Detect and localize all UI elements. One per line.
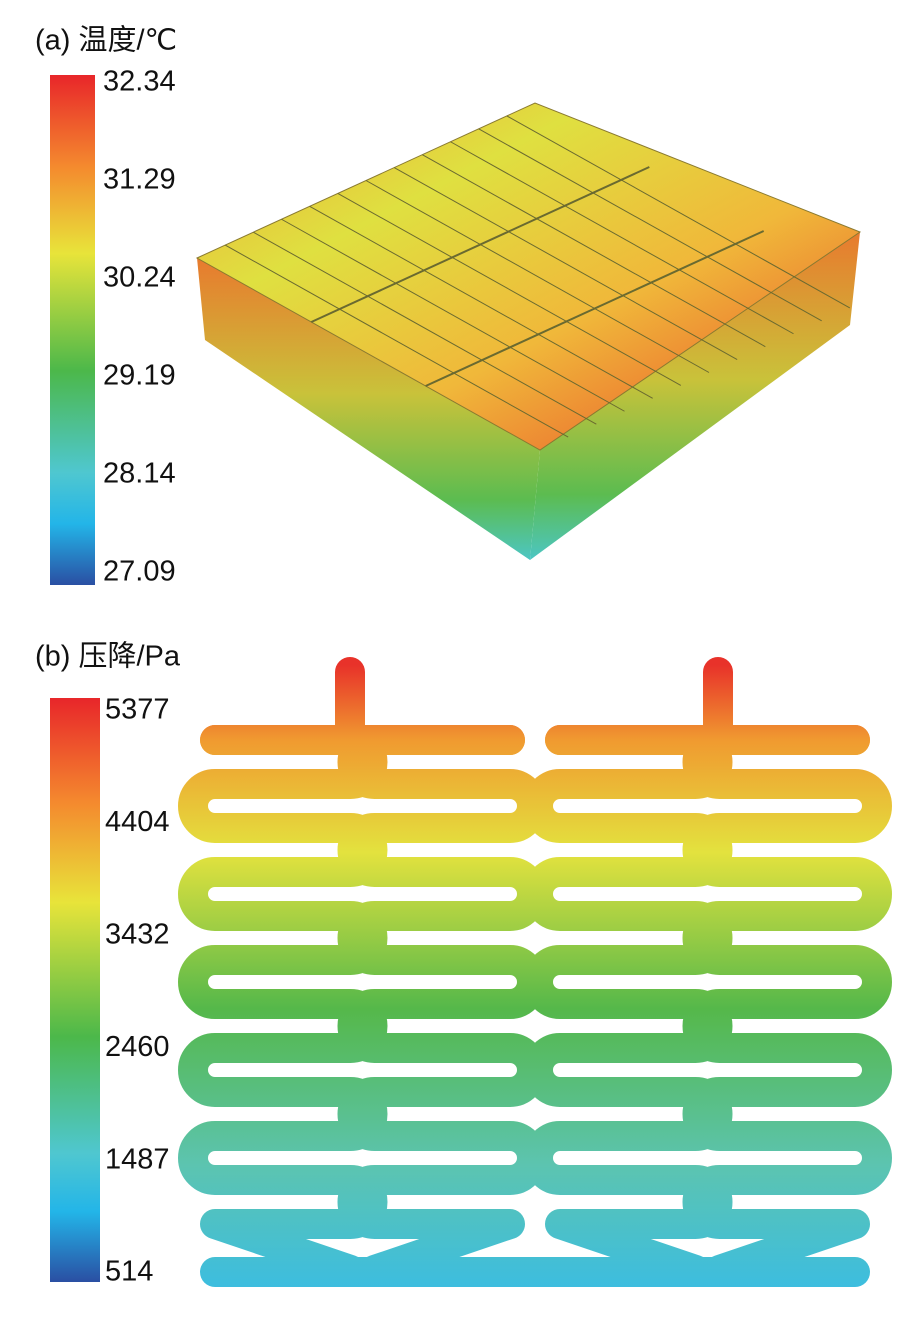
cell-edge [337,192,682,386]
serpentine [523,725,733,1285]
module-edge [310,166,650,323]
colorbar-tick-label: 514 [105,1256,153,1288]
module-edge [425,230,765,387]
cell-edge [253,231,597,425]
cell-edge [478,128,822,322]
colorbar [50,75,95,585]
colorbar-tick-label: 29.19 [103,360,176,392]
cell-edge [365,180,710,373]
cell-edge [422,154,766,348]
colorbar-tick-label: 3432 [105,918,170,950]
colorbar-tick-label: 28.14 [103,458,176,490]
serpentine [178,725,388,1285]
colorbar-tick-label: 4404 [105,806,170,838]
cell-edge [281,218,625,412]
cell-edge [309,205,653,399]
serpentine [337,725,547,1285]
colorbar-tick-label: 31.29 [103,164,176,196]
colorbar-tick-label: 27.09 [103,556,176,588]
colorbar-tick-label: 1487 [105,1143,170,1175]
panel-b-title: (b) 压降/Pa [35,640,181,673]
colorbar [50,698,100,1282]
cooling-channel [178,657,892,1287]
battery-pack [195,102,862,560]
cell-edge [393,167,738,361]
colorbar-tick-label: 2460 [105,1031,170,1063]
colorbar-tick-label: 30.24 [103,262,176,294]
colorbar-tick-label: 5377 [105,694,170,726]
panel-a-title: (a) 温度/℃ [35,24,177,57]
serpentine [682,725,892,1285]
right-face [530,232,860,560]
colorbar-tick-label: 32.34 [103,66,176,98]
front-face [197,258,540,560]
cell-edge [506,115,851,309]
cell-edge [224,244,569,438]
cell-edge [450,141,794,335]
